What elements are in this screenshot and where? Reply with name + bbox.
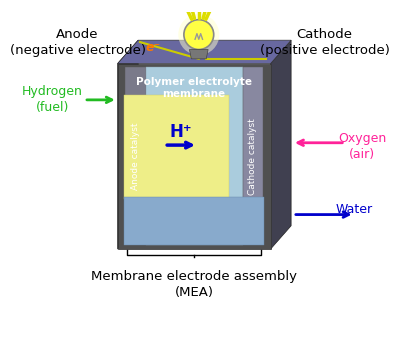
Text: Anode
(negative electrode): Anode (negative electrode) [10,28,146,56]
Polygon shape [118,63,270,249]
Text: Polymer electrolyte
membrane: Polymer electrolyte membrane [136,76,252,99]
Polygon shape [124,95,229,199]
Polygon shape [243,67,263,245]
Circle shape [184,20,214,50]
Text: Water: Water [336,203,373,216]
Polygon shape [190,50,208,59]
Text: Oxygen
(air): Oxygen (air) [338,132,386,161]
Text: e⁻: e⁻ [146,41,161,54]
Polygon shape [118,40,138,249]
Polygon shape [124,197,264,245]
Polygon shape [270,40,291,249]
Polygon shape [118,40,291,63]
Text: H⁺: H⁺ [170,123,192,141]
Text: Anode catalyst: Anode catalyst [131,123,140,190]
Text: Cathode
(positive electrode): Cathode (positive electrode) [260,28,390,56]
Text: Hydrogen
(fuel): Hydrogen (fuel) [22,85,83,114]
Polygon shape [125,67,146,245]
Text: Cathode catalyst: Cathode catalyst [248,118,257,195]
Circle shape [178,14,219,55]
Polygon shape [146,67,243,245]
Text: Membrane electrode assembly
(MEA): Membrane electrode assembly (MEA) [91,270,297,299]
